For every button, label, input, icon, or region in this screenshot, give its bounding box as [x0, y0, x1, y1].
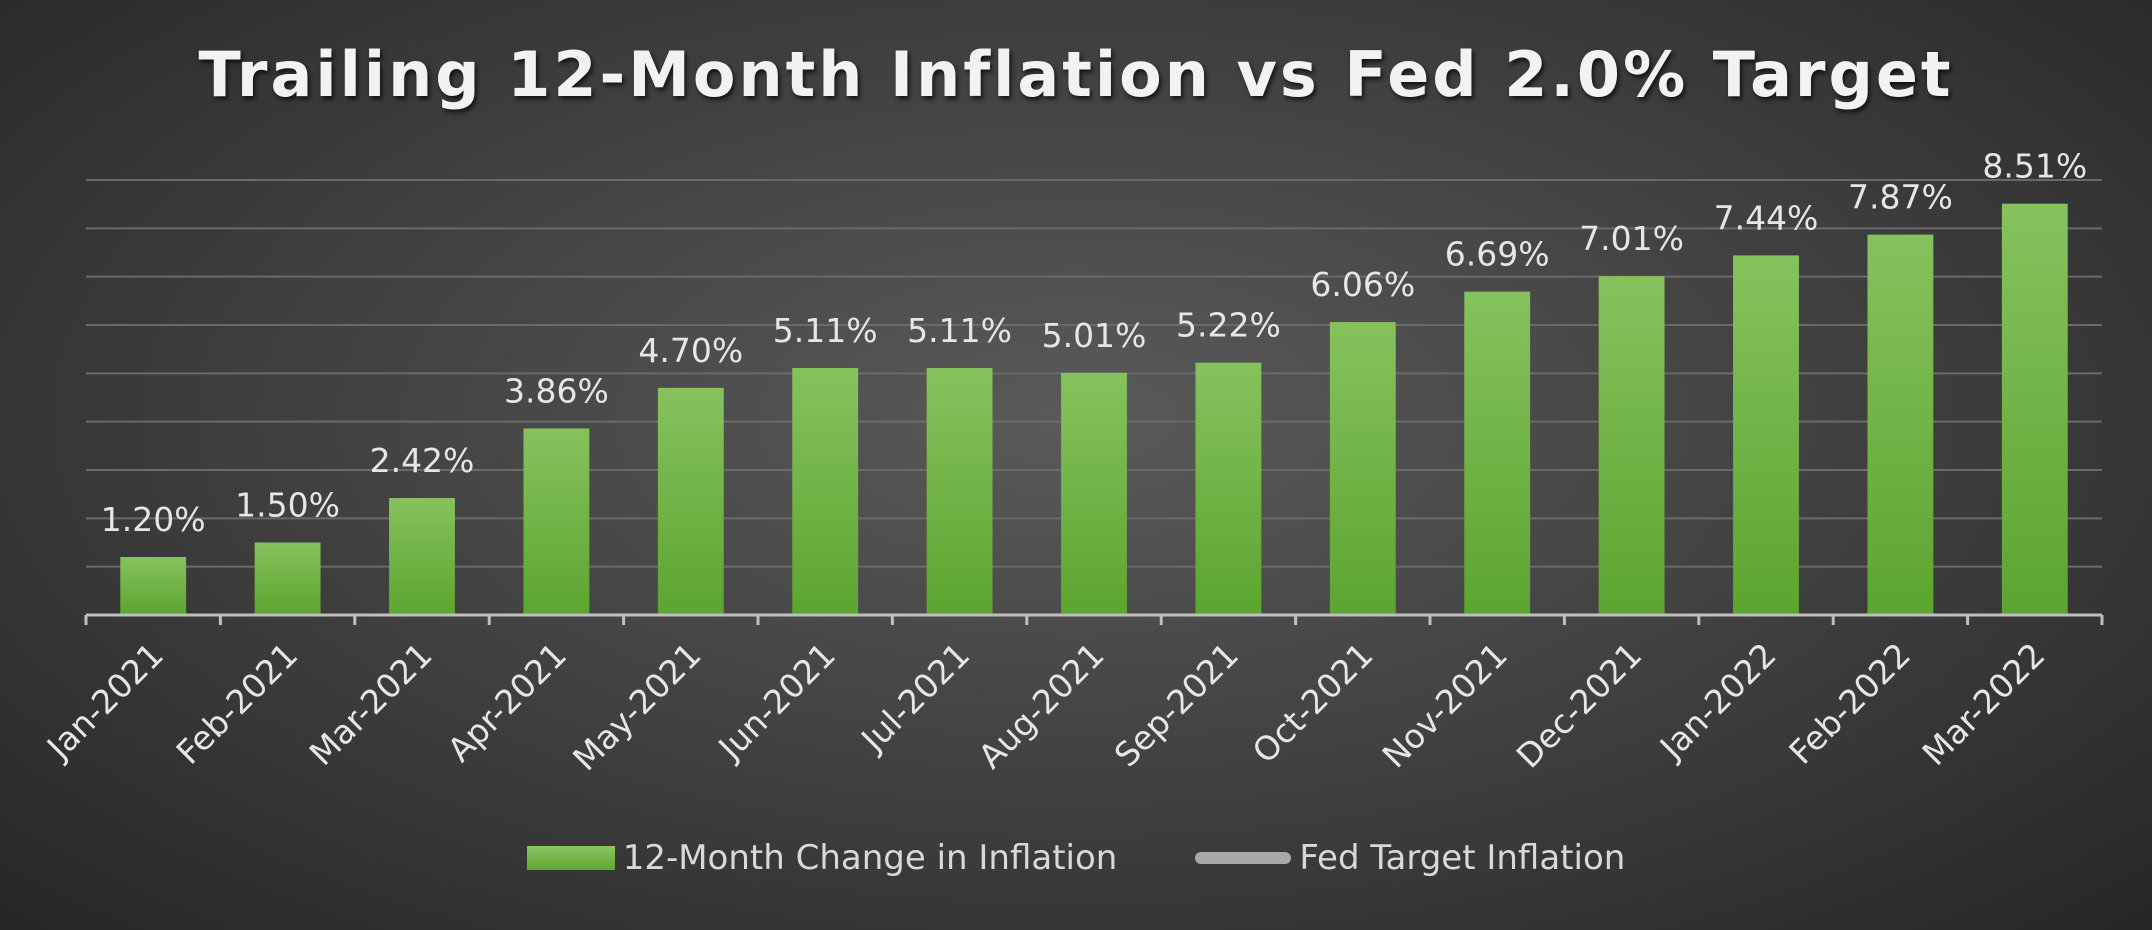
data-label-sep-2021: 5.22% [1176, 306, 1281, 345]
data-label-dec-2021: 7.01% [1579, 219, 1684, 258]
x-tick-label-aug-2021: Aug-2021 [971, 635, 1112, 776]
data-label-mar-2021: 2.42% [370, 441, 475, 480]
data-label-jul-2021: 5.11% [907, 311, 1012, 350]
data-label-feb-2021: 1.50% [235, 486, 340, 525]
x-tick-label-jan-2021: Jan-2021 [38, 635, 171, 768]
x-tick-label-oct-2021: Oct-2021 [1245, 635, 1381, 771]
legend-swatch-bar [526, 846, 615, 870]
bar-aug-2021 [1061, 372, 1127, 615]
x-tick-label-nov-2021: Nov-2021 [1375, 635, 1515, 775]
legend-label-target: Fed Target Inflation [1299, 838, 1626, 878]
data-label-nov-2021: 6.69% [1445, 235, 1550, 274]
legend-label-inflation: 12-Month Change in Inflation [622, 838, 1118, 878]
bar-may-2021 [657, 387, 724, 615]
data-label-jun-2021: 5.11% [773, 311, 878, 350]
legend: 12-Month Change in Inflation Fed Target … [0, 838, 2152, 878]
x-tick-label-apr-2021: Apr-2021 [440, 635, 574, 769]
legend-item-inflation[interactable]: 12-Month Change in Inflation [526, 838, 1118, 878]
legend-swatch-line [1195, 852, 1292, 864]
x-tick-label-mar-2022: Mar-2022 [1915, 635, 2053, 773]
bar-jan-2021 [120, 557, 187, 615]
bar-mar-2022 [2001, 203, 2068, 615]
bars [120, 203, 2068, 615]
data-label-oct-2021: 6.06% [1310, 265, 1415, 304]
x-tick-label-may-2021: May-2021 [565, 635, 708, 778]
x-tick-label-feb-2022: Feb-2022 [1781, 635, 1918, 772]
data-label-aug-2021: 5.01% [1042, 316, 1147, 355]
bar-jan-2022 [1733, 255, 1799, 615]
x-tick-label-dec-2021: Dec-2021 [1509, 635, 1650, 776]
data-label-jan-2021: 1.20% [101, 500, 206, 539]
x-tick-label-jul-2021: Jul-2021 [852, 635, 977, 760]
chart-title: Trailing 12-Month Inflation vs Fed 2.0% … [198, 38, 1954, 111]
data-label-apr-2021: 3.86% [504, 371, 609, 410]
data-label-mar-2022: 8.51% [1982, 147, 2087, 186]
bar-feb-2022 [1867, 234, 1934, 615]
x-tick-label-mar-2021: Mar-2021 [302, 635, 440, 773]
bar-feb-2021 [254, 542, 321, 615]
x-tick-label-sep-2021: Sep-2021 [1107, 635, 1246, 774]
x-tick-label-jan-2022: Jan-2022 [1651, 635, 1784, 768]
x-tick-label-jun-2021: Jun-2021 [710, 635, 843, 768]
x-tick-label-feb-2021: Feb-2021 [169, 635, 306, 772]
bar-jun-2021 [792, 368, 859, 615]
data-label-jan-2022: 7.44% [1714, 198, 1819, 237]
x-axis [84, 613, 2104, 625]
bar-oct-2021 [1329, 322, 1396, 615]
bar-jul-2021 [926, 368, 993, 615]
legend-item-target[interactable]: Fed Target Inflation [1195, 838, 1625, 878]
bar-sep-2021 [1195, 362, 1262, 615]
bar-nov-2021 [1464, 291, 1531, 615]
bar-dec-2021 [1598, 276, 1665, 615]
data-label-feb-2022: 7.87% [1848, 178, 1953, 217]
data-label-may-2021: 4.70% [638, 331, 743, 370]
data-labels: 1.20% 1.50% 2.42% 3.86% 4.70% 5.11% 5.11% 5.01%… [101, 147, 2087, 539]
